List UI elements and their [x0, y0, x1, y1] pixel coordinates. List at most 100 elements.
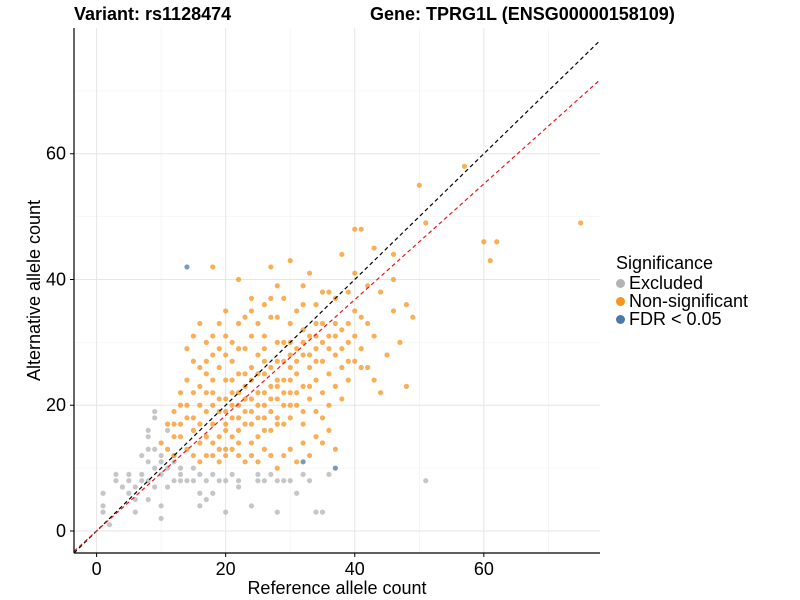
point-non-significant	[248, 421, 255, 427]
point-excluded	[248, 503, 255, 509]
legend-item-excluded: Excluded	[616, 274, 748, 292]
point-non-significant	[268, 452, 274, 459]
point-non-significant	[306, 352, 313, 358]
point-non-significant	[300, 302, 306, 308]
point-non-significant	[332, 446, 338, 452]
point-non-significant	[268, 264, 274, 270]
point-non-significant	[210, 452, 216, 459]
point-non-significant	[287, 364, 293, 371]
point-excluded	[145, 496, 151, 503]
point-non-significant	[313, 377, 319, 383]
point-non-significant	[326, 346, 332, 352]
point-non-significant	[365, 320, 371, 327]
point-non-significant	[229, 446, 235, 452]
point-non-significant	[216, 364, 222, 371]
point-non-significant	[268, 408, 274, 415]
point-non-significant	[306, 333, 313, 339]
point-non-significant	[203, 434, 209, 440]
point-excluded	[294, 490, 300, 496]
point-excluded	[177, 465, 184, 471]
point-non-significant	[487, 258, 493, 264]
point-non-significant	[235, 452, 242, 459]
point-non-significant	[184, 415, 190, 421]
x-tick-label: 0	[92, 559, 102, 579]
point-non-significant	[210, 352, 216, 358]
point-non-significant	[261, 371, 267, 377]
point-non-significant	[319, 358, 326, 364]
point-excluded	[152, 484, 158, 490]
variant-title: Variant: rs1128474	[74, 4, 232, 24]
point-non-significant	[261, 402, 267, 408]
point-non-significant	[171, 421, 177, 427]
point-excluded	[164, 484, 171, 490]
y-tick-label: 20	[46, 395, 66, 415]
point-excluded	[100, 503, 106, 509]
point-non-significant	[319, 440, 326, 446]
point-non-significant	[223, 452, 229, 459]
point-non-significant	[235, 371, 242, 377]
legend-label-non-significant: Non-significant	[629, 291, 749, 311]
point-non-significant	[281, 402, 287, 408]
point-non-significant	[203, 452, 209, 459]
point-non-significant	[274, 415, 280, 421]
point-non-significant	[158, 440, 164, 446]
point-non-significant	[319, 289, 326, 295]
point-non-significant	[578, 220, 584, 226]
point-non-significant	[203, 358, 209, 364]
point-non-significant	[223, 377, 229, 383]
point-non-significant	[210, 377, 216, 383]
point-non-significant	[229, 358, 235, 364]
point-non-significant	[371, 377, 377, 383]
point-non-significant	[274, 358, 280, 364]
point-non-significant	[197, 364, 203, 371]
point-non-significant	[248, 396, 255, 402]
point-non-significant	[332, 352, 338, 358]
point-non-significant	[242, 314, 248, 320]
point-non-significant	[255, 415, 261, 421]
point-non-significant	[358, 364, 364, 371]
legend-swatch-excluded	[616, 278, 625, 288]
point-non-significant	[326, 371, 332, 377]
point-excluded	[223, 478, 229, 484]
point-non-significant	[197, 421, 203, 427]
point-non-significant	[248, 364, 255, 371]
point-non-significant	[229, 390, 235, 396]
point-non-significant	[377, 390, 384, 396]
point-non-significant	[294, 459, 300, 465]
point-excluded	[261, 478, 267, 484]
point-excluded	[158, 459, 164, 465]
point-non-significant	[384, 352, 390, 358]
point-non-significant	[268, 383, 274, 389]
y-axis-label: Alternative allele count	[24, 200, 44, 381]
x-tick-label: 60	[474, 559, 494, 579]
point-non-significant	[371, 245, 377, 251]
point-excluded	[281, 478, 287, 484]
point-non-significant	[390, 251, 397, 257]
legend-label-fdr: FDR < 0.05	[629, 309, 722, 329]
point-non-significant	[242, 421, 248, 427]
point-non-significant	[216, 346, 222, 352]
point-non-significant	[287, 446, 293, 452]
data-points	[100, 163, 584, 528]
x-tick-label: 20	[216, 559, 236, 579]
point-non-significant	[210, 390, 216, 396]
point-excluded	[177, 471, 184, 478]
point-non-significant	[416, 182, 422, 188]
point-excluded	[423, 478, 429, 484]
point-non-significant	[223, 446, 229, 452]
point-non-significant	[274, 421, 280, 427]
point-non-significant	[203, 408, 209, 415]
point-non-significant	[235, 427, 242, 433]
legend-swatch-fdr	[616, 314, 625, 324]
point-fdr-0-05	[184, 264, 190, 270]
point-excluded	[132, 484, 138, 490]
point-non-significant	[235, 320, 242, 327]
point-non-significant	[171, 434, 177, 440]
point-non-significant	[332, 320, 338, 327]
point-non-significant	[229, 402, 235, 408]
legend: Significance Excluded Non-significant FD…	[616, 252, 748, 328]
point-non-significant	[300, 408, 306, 415]
point-excluded	[235, 478, 242, 484]
legend-item-non-significant: Non-significant	[616, 292, 748, 310]
point-excluded	[197, 490, 203, 496]
